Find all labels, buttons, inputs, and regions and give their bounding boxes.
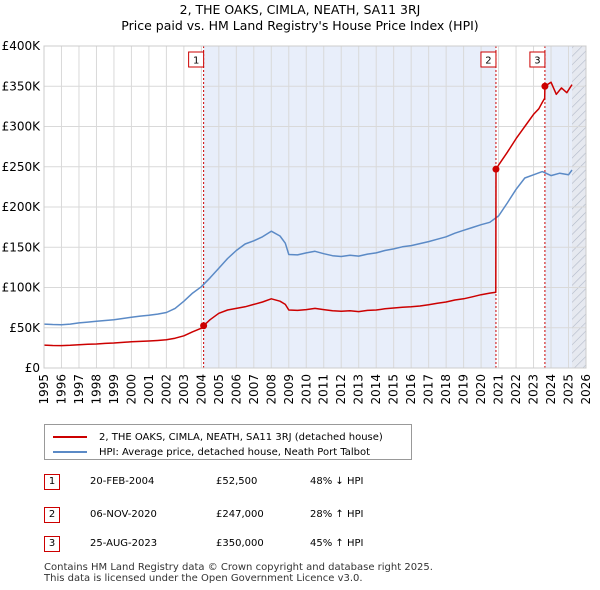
x-tick-label: 2018 (439, 374, 453, 405)
x-tick-label: 2011 (317, 374, 331, 405)
transaction-hpi: 28% ↑ HPI (310, 509, 364, 520)
x-tick-label: 2004 (194, 374, 208, 405)
x-tick-label: 2026 (579, 374, 593, 405)
x-tick-label: 2003 (177, 374, 191, 405)
x-tick-label: 2015 (387, 374, 401, 405)
x-tick-label: 2007 (247, 374, 261, 405)
legend-item-property: 2, THE OAKS, CIMLA, NEATH, SA11 3RJ (det… (53, 430, 383, 444)
transaction-date: 20-FEB-2004 (90, 476, 155, 487)
sale-badge-label: 2 (485, 56, 491, 67)
sale-point (541, 82, 549, 90)
footer-copyright: Contains HM Land Registry data © Crown c… (44, 562, 433, 573)
y-tick-label: £250K (2, 160, 42, 174)
footer-licence: This data is licensed under the Open Gov… (44, 573, 363, 584)
x-tick-label: 2021 (492, 374, 506, 405)
sale-point (492, 165, 500, 173)
footer: Contains HM Land Registry data © Crown c… (44, 562, 433, 584)
y-tick-label: £0 (25, 361, 40, 375)
transaction-badge: 2 (44, 507, 60, 523)
transaction-row: 3 25-AUG-2023 £350,000 45% ↑ HPI (44, 534, 404, 554)
x-tick-label: 2006 (229, 374, 243, 405)
sale-badges: 1 2 3 (188, 51, 546, 68)
x-tick-label: 2019 (457, 374, 471, 405)
transaction-hpi: 48% ↓ HPI (310, 476, 364, 487)
transaction-date: 06-NOV-2020 (90, 509, 157, 520)
x-tick-label: 2010 (299, 374, 313, 405)
x-tick-label: 2014 (369, 374, 383, 405)
x-tick-label: 2017 (422, 374, 436, 405)
transaction-row: 1 20-FEB-2004 £52,500 48% ↓ HPI (44, 472, 404, 492)
chart-title: 2, THE OAKS, CIMLA, NEATH, SA11 3RJ (180, 2, 421, 17)
transaction-row: 2 06-NOV-2020 £247,000 28% ↑ HPI (44, 505, 404, 525)
x-tick-label: 2002 (159, 374, 173, 405)
x-tick-label: 2013 (352, 374, 366, 405)
x-tick-label: 1995 (37, 374, 51, 405)
sale-badge-box (529, 51, 546, 68)
x-tick-label: 2016 (404, 374, 418, 405)
transaction-hpi: 45% ↑ HPI (310, 538, 364, 549)
x-tick-label: 2009 (282, 374, 296, 405)
x-tick-label: 2023 (527, 374, 541, 405)
sale-badge-box (188, 51, 205, 68)
plot-frame (43, 45, 587, 369)
transaction-price: £247,000 (216, 509, 264, 520)
legend: 2, THE OAKS, CIMLA, NEATH, SA11 3RJ (det… (44, 424, 412, 460)
y-tick-label: £400K (2, 39, 42, 53)
x-tick-label: 1999 (107, 374, 121, 405)
x-tick-label: 1997 (72, 374, 86, 405)
y-tick-label: £100K (2, 281, 42, 295)
x-tick-label: 1996 (54, 374, 68, 405)
x-tick-label: 2025 (562, 374, 576, 405)
transaction-price: £52,500 (216, 476, 258, 487)
hpi-line (43, 169, 573, 326)
axes: £0 £50K £100K £150K £200K £250K £300K £350K £400… (2, 39, 593, 405)
x-tick-label: 2020 (474, 374, 488, 405)
x-tick-label: 2000 (124, 374, 138, 405)
x-tick-label: 2008 (264, 374, 278, 405)
legend-swatch-hpi (53, 451, 87, 453)
legend-swatch-property (53, 436, 87, 438)
transaction-badge: 1 (44, 474, 60, 490)
x-tick-label: 1998 (89, 374, 103, 405)
x-tick-label: 2005 (212, 374, 226, 405)
x-tick-label: 2022 (509, 374, 523, 405)
sale-point (200, 322, 208, 330)
price-chart: 2, THE OAKS, CIMLA, NEATH, SA11 3RJ Pric… (2, 2, 593, 405)
legend-label-property: 2, THE OAKS, CIMLA, NEATH, SA11 3RJ (det… (99, 431, 383, 443)
sale-badge-label: 1 (193, 56, 199, 67)
transaction-badge: 3 (44, 536, 60, 552)
x-tick-label: 2001 (142, 374, 156, 405)
sale-badge-box (480, 51, 497, 68)
property-price-line (43, 81, 573, 347)
series-lines (43, 81, 573, 347)
transaction-date: 25-AUG-2023 (90, 538, 158, 549)
y-tick-label: £200K (2, 200, 42, 214)
y-tick-label: £350K (2, 79, 42, 93)
x-tick-label: 2024 (544, 374, 558, 405)
y-tick-label: £150K (2, 240, 42, 254)
legend-label-hpi: HPI: Average price, detached house, Neat… (99, 446, 371, 458)
y-tick-label: £50K (9, 321, 41, 335)
legend-item-hpi: HPI: Average price, detached house, Neat… (53, 445, 370, 459)
x-tick-label: 2012 (334, 374, 348, 405)
y-tick-label: £300K (2, 120, 42, 134)
chart-subtitle: Price paid vs. HM Land Registry's House … (121, 18, 478, 33)
sale-badge-label: 3 (534, 56, 540, 67)
transaction-price: £350,000 (216, 538, 264, 549)
sale-points (200, 82, 549, 330)
